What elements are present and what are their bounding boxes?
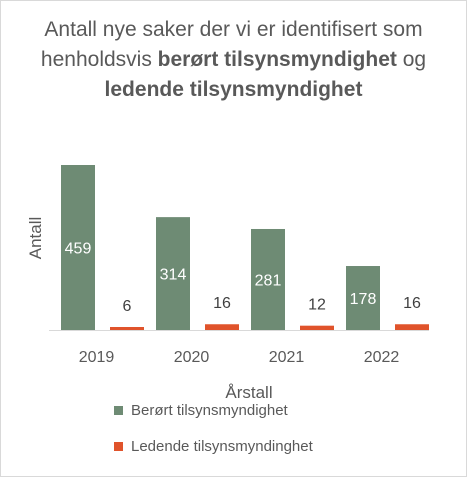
bar-ledende bbox=[300, 325, 334, 330]
x-tick-label: 2022 bbox=[364, 349, 400, 366]
data-label: 459 bbox=[65, 241, 92, 258]
bar-berort bbox=[61, 165, 95, 330]
bar-berort bbox=[346, 266, 380, 330]
x-tick-label: 2020 bbox=[174, 349, 210, 366]
x-tick-label: 2021 bbox=[269, 349, 305, 366]
data-label: 281 bbox=[255, 272, 282, 289]
data-label: 16 bbox=[403, 295, 421, 312]
data-label: 314 bbox=[160, 267, 187, 284]
data-label: 6 bbox=[123, 298, 132, 315]
bar-ledende bbox=[395, 324, 429, 330]
bar-berort bbox=[251, 228, 285, 330]
data-label: 178 bbox=[350, 291, 377, 308]
chart-title-part: berørt tilsynsmyndighet bbox=[157, 48, 397, 71]
bar-berort bbox=[156, 217, 190, 330]
data-label: 12 bbox=[308, 297, 326, 314]
chart-title-part: Antall nye saker der vi er identifisert … bbox=[40, 18, 423, 71]
x-axis-label: Årstall bbox=[225, 383, 272, 402]
bar-ledende bbox=[205, 324, 239, 330]
chart-title: Antall nye saker der vi er identifisert … bbox=[15, 15, 452, 105]
data-label: 16 bbox=[213, 295, 231, 312]
chart-title-part: ledende tilsynsmyndighet bbox=[104, 78, 363, 101]
x-tick-label: 2019 bbox=[79, 349, 115, 366]
bar-ledende bbox=[110, 327, 144, 330]
chart-title-part: og bbox=[396, 48, 427, 71]
y-axis-label: Antall bbox=[26, 217, 45, 260]
